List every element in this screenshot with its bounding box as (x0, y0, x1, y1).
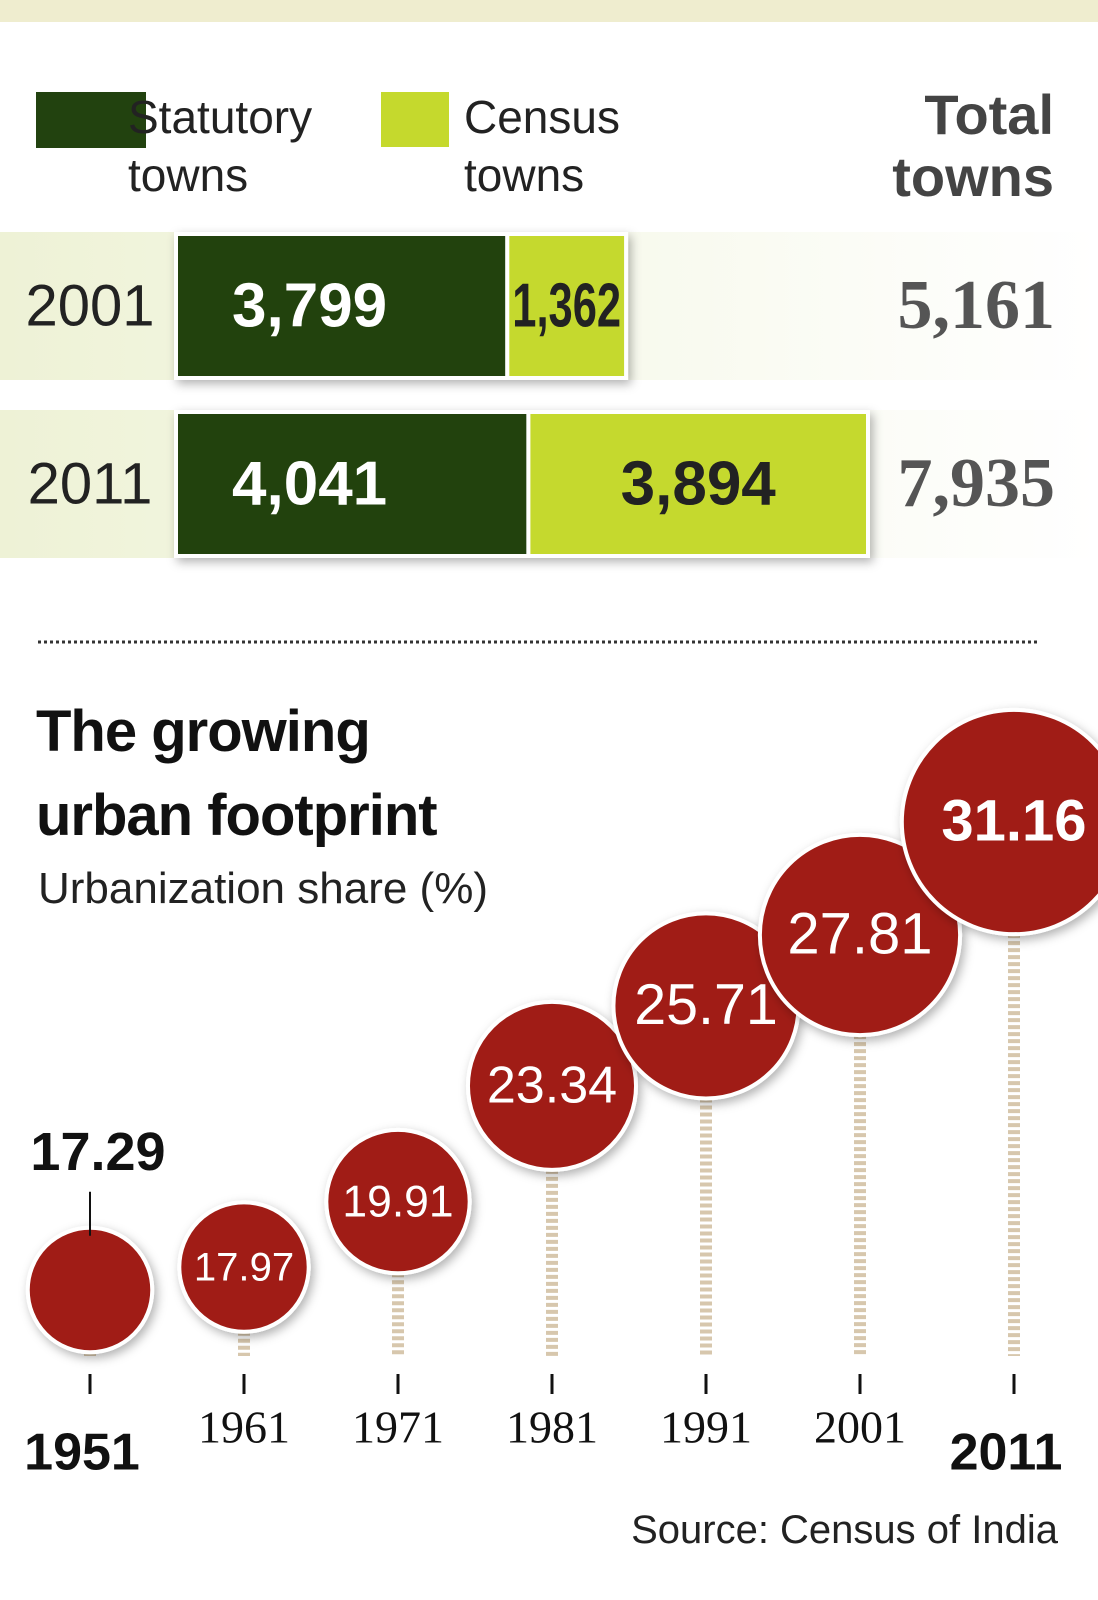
bar (174, 410, 531, 558)
total-header: Total towns (892, 83, 1054, 208)
x-tick-label: 1981 (506, 1402, 598, 1453)
bar-group (174, 410, 871, 558)
value-label: 25.71 (634, 973, 778, 1037)
bubble (757, 832, 963, 1038)
legend-label: Census towns (464, 91, 620, 201)
value-label: 3,799 (232, 271, 387, 340)
value-label: 4,041 (232, 449, 387, 518)
value-label: 23.34 (487, 1057, 617, 1115)
category-label: 2001 (25, 273, 154, 338)
value-label: 17.97 (194, 1246, 294, 1290)
legend-swatch (36, 92, 146, 148)
bar (505, 232, 629, 380)
x-tick-label: 1971 (352, 1402, 444, 1453)
bubble (177, 1200, 311, 1334)
bubble (899, 707, 1098, 937)
value-label: 3,894 (621, 449, 777, 518)
legend-swatch (381, 92, 449, 147)
bubble (25, 1225, 155, 1355)
value-label: 27.81 (787, 901, 932, 966)
x-tick-label: 2001 (814, 1402, 906, 1453)
value-label: 31.16 (941, 788, 1086, 853)
x-tick-label: 1991 (660, 1402, 752, 1453)
chart-title: The growing urban footprint (36, 699, 438, 848)
x-tick-label: 1961 (198, 1402, 290, 1453)
category-label: 2011 (28, 451, 153, 516)
value-label: 17.29 (30, 1122, 165, 1182)
total-value: 5,161 (898, 267, 1056, 344)
total-value: 7,935 (898, 445, 1056, 522)
value-label: 19.91 (342, 1177, 453, 1226)
top-strip (0, 0, 1098, 22)
bar-group (174, 232, 629, 380)
bar (526, 410, 871, 558)
bubble (465, 999, 639, 1172)
x-tick-label: 1951 (24, 1424, 140, 1482)
value-label: 1,362 (512, 271, 621, 340)
bubble (324, 1127, 472, 1276)
x-tick-label: 2011 (950, 1424, 1063, 1482)
chart-subtitle: Urbanization share (%) (38, 864, 488, 913)
bar (174, 232, 510, 380)
source: Source: Census of India (631, 1508, 1058, 1552)
legend-label: Statutory towns (128, 91, 313, 201)
